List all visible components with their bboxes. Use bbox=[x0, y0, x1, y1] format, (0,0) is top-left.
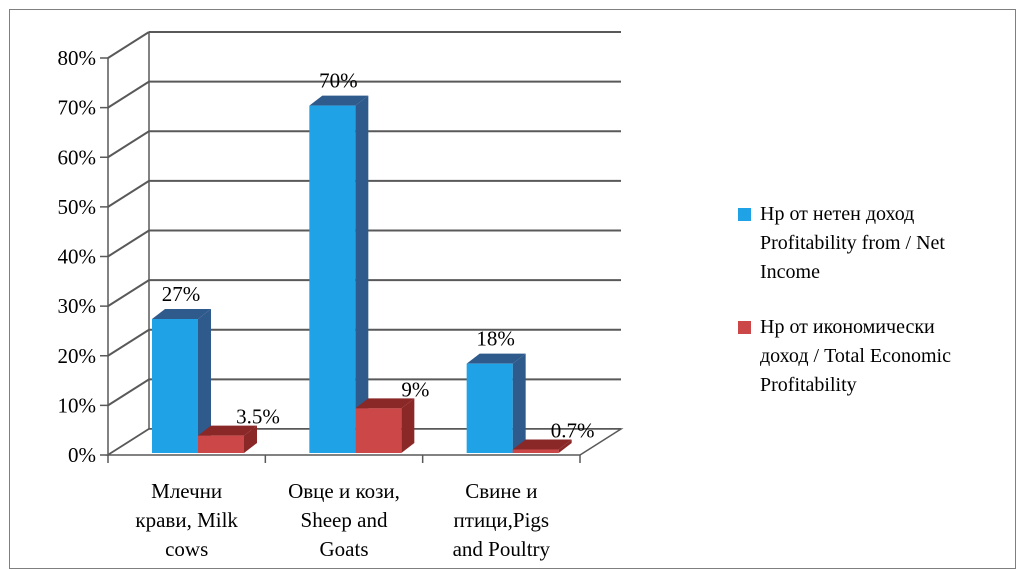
category-label: and Poultry bbox=[453, 537, 551, 561]
bar-1 bbox=[355, 408, 402, 453]
side-wall-line bbox=[107, 180, 150, 208]
legend-label-economic-line-1: Нр от икономически bbox=[760, 316, 935, 338]
legend-swatch-economic-profitability bbox=[738, 321, 751, 334]
data-label: 70% bbox=[319, 69, 358, 93]
data-label: 9% bbox=[401, 377, 429, 401]
y-tick-label: 60% bbox=[58, 145, 97, 169]
y-tick-label: 70% bbox=[58, 96, 97, 120]
side-wall-line bbox=[107, 31, 150, 59]
bar-side-0 bbox=[512, 353, 526, 453]
y-tick-label: 10% bbox=[58, 393, 97, 417]
y-tick-label: 50% bbox=[58, 195, 97, 219]
bar-side-0 bbox=[355, 95, 369, 453]
legend-item-net-income: Нр от нетен доход Profitability from / N… bbox=[734, 200, 1019, 287]
data-label: 27% bbox=[162, 282, 201, 306]
legend-label-economic-line-3: Profitability bbox=[760, 374, 857, 396]
category-label: птици,Pigs bbox=[454, 508, 550, 532]
category-label: Свине и bbox=[465, 479, 537, 503]
bar-top-0 bbox=[309, 95, 369, 106]
legend-label-economic-line-2: доход / Total Economic bbox=[760, 345, 951, 367]
y-tick-label: 20% bbox=[58, 344, 97, 368]
side-wall-line bbox=[107, 328, 150, 357]
side-wall-line bbox=[107, 378, 150, 407]
legend: Нр от нетен доход Profitability from / N… bbox=[734, 200, 1019, 426]
category-label: крави, Milk bbox=[135, 508, 238, 532]
bar-chart: 0% 10% 20% 30% 40% 50% 60% 70% 80% 27% 3.5% Млечни к… bbox=[58, 31, 624, 561]
bar-top-0 bbox=[152, 309, 211, 320]
y-tick-label: 80% bbox=[58, 46, 97, 70]
category-label: Sheep and bbox=[301, 508, 388, 532]
legend-label-net-income-line-2: Profitability from / Net bbox=[760, 232, 945, 254]
bar-1 bbox=[512, 449, 559, 453]
bar-0 bbox=[309, 105, 356, 453]
bar-0 bbox=[466, 363, 513, 453]
bar-side-1 bbox=[401, 398, 415, 453]
legend-label-net-income-line-1: Нр от нетен доход bbox=[760, 203, 915, 225]
bar-top-1 bbox=[355, 398, 415, 409]
data-label: 18% bbox=[476, 327, 515, 351]
category-label: Овце и кози, bbox=[288, 479, 400, 503]
side-wall-line bbox=[107, 130, 150, 159]
y-tick-label: 0% bbox=[68, 443, 96, 467]
chart-frame: 0% 10% 20% 30% 40% 50% 60% 70% 80% 27% 3.5% Млечни к… bbox=[9, 9, 1016, 569]
category-label: Млечни bbox=[151, 479, 222, 503]
bar-top-1 bbox=[512, 439, 572, 450]
legend-label-net-income-line-3: Income bbox=[760, 261, 820, 283]
y-tick-label: 40% bbox=[58, 245, 97, 269]
side-wall-line bbox=[107, 80, 150, 109]
side-wall-line bbox=[107, 279, 150, 307]
legend-item-economic-profitability: Нр от икономически доход / Total Economi… bbox=[734, 313, 1019, 400]
bar-top-1 bbox=[198, 425, 257, 436]
bar-0 bbox=[152, 319, 198, 453]
bar-top-0 bbox=[466, 353, 526, 364]
bar-side-0 bbox=[198, 309, 211, 453]
bar-side-1 bbox=[558, 439, 572, 453]
category-label: cows bbox=[165, 537, 208, 561]
data-label: 3.5% bbox=[236, 405, 280, 429]
category-label: Goats bbox=[320, 537, 369, 561]
data-label: 0.7% bbox=[551, 419, 595, 443]
bar-1 bbox=[198, 435, 244, 453]
y-tick-label: 30% bbox=[58, 294, 97, 318]
side-wall-line bbox=[107, 229, 150, 258]
legend-swatch-net-income bbox=[738, 208, 751, 221]
bar-side-1 bbox=[244, 425, 257, 453]
